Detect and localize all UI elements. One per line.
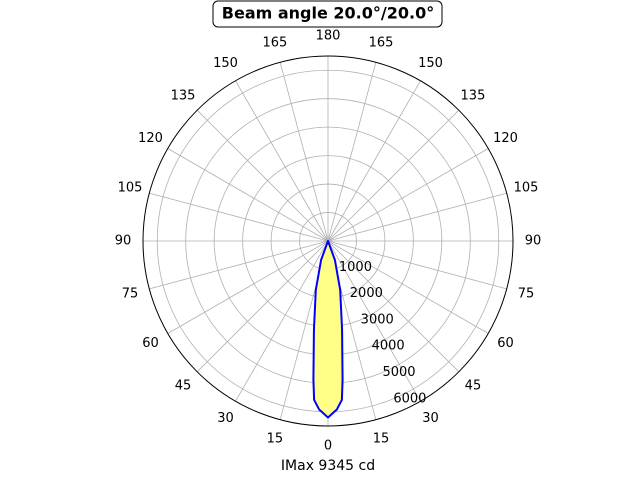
theta-tick-label: 90 — [525, 234, 542, 249]
theta-tick-label: 15 — [267, 432, 284, 447]
theta-tick-label: 90 — [115, 234, 132, 249]
r-tick-label: 4000 — [372, 339, 405, 354]
theta-grid-line — [235, 80, 329, 242]
r-tick-label: 3000 — [361, 312, 394, 327]
theta-grid-line — [196, 240, 329, 373]
theta-tick-label: 120 — [493, 131, 518, 146]
polar-frame — [142, 55, 514, 427]
theta-tick-label: 45 — [175, 378, 192, 393]
theta-grid-line — [327, 80, 421, 242]
theta-grid-line — [149, 192, 329, 242]
theta-grid-line — [327, 240, 489, 334]
theta-grid-line — [327, 192, 507, 242]
theta-grid-line — [167, 240, 329, 334]
theta-grid-line — [196, 109, 329, 242]
r-tick-label: 2000 — [350, 286, 383, 301]
theta-tick-label: 75 — [122, 287, 139, 302]
theta-tick-label: 0 — [324, 439, 332, 454]
theta-tick-label: 150 — [418, 56, 443, 71]
beam-curve — [312, 240, 344, 419]
r-tick-label: 6000 — [393, 391, 426, 406]
r-tick-label: 1000 — [339, 260, 372, 275]
r-tick-label: 5000 — [382, 365, 415, 380]
chart-title: Beam angle 20.0°/20.0° — [222, 4, 434, 23]
theta-grid-line — [167, 148, 329, 242]
theta-tick-label: 135 — [171, 89, 196, 104]
theta-tick-label: 165 — [369, 35, 394, 50]
theta-tick-label: 45 — [465, 378, 482, 393]
theta-tick-label: 75 — [518, 287, 535, 302]
theta-tick-label: 165 — [263, 35, 288, 50]
theta-tick-label: 150 — [213, 56, 238, 71]
title-box — [212, 0, 443, 28]
theta-grid-line — [327, 62, 377, 242]
theta-grid-line — [279, 62, 329, 242]
theta-grid-line — [327, 109, 460, 242]
theta-grid-line — [327, 240, 460, 373]
theta-grid-line — [327, 148, 489, 242]
theta-grid-line — [235, 240, 329, 402]
theta-tick-label: 180 — [316, 29, 341, 44]
theta-tick-label: 105 — [514, 180, 539, 195]
theta-tick-label: 15 — [373, 432, 390, 447]
theta-grid-line — [327, 240, 507, 290]
theta-grid-line — [327, 240, 421, 402]
theta-tick-label: 120 — [138, 131, 163, 146]
theta-tick-label: 30 — [422, 411, 439, 426]
theta-tick-label: 30 — [217, 411, 234, 426]
theta-tick-label: 60 — [497, 336, 514, 351]
theta-grid-line — [149, 240, 329, 290]
x-axis-label: IMax 9345 cd — [281, 458, 375, 474]
theta-tick-label: 135 — [461, 89, 486, 104]
theta-tick-label: 60 — [142, 336, 159, 351]
theta-tick-label: 105 — [118, 180, 143, 195]
